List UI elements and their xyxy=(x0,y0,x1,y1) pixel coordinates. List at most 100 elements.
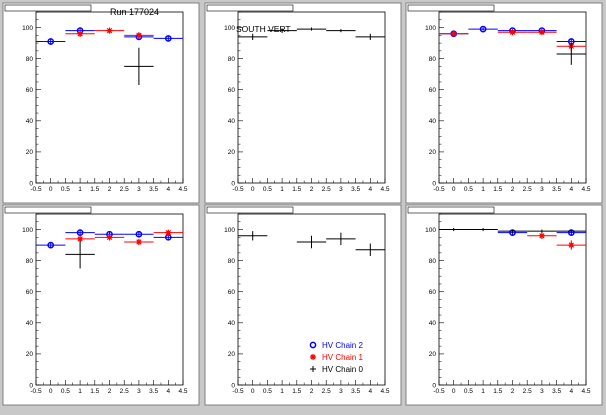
y-tick-label: 80 xyxy=(228,258,236,265)
x-tick-label: 1 xyxy=(280,186,284,193)
x-tick-label: 4 xyxy=(368,186,372,193)
data-point-marker xyxy=(538,29,545,36)
x-tick-label: 1 xyxy=(481,388,485,395)
x-tick-label: 1 xyxy=(78,186,82,193)
data-point-marker xyxy=(310,241,313,243)
x-tick-label: 0.5 xyxy=(263,186,272,193)
data-point-marker xyxy=(106,234,113,241)
x-tick-label: 3.5 xyxy=(351,388,360,395)
x-tick-label: 3 xyxy=(339,388,343,395)
x-tick-label: 2.5 xyxy=(322,186,331,193)
y-tick-label: 40 xyxy=(228,320,236,327)
data-point-marker xyxy=(340,30,342,32)
x-tick-label: 2 xyxy=(511,186,515,193)
x-tick-label: 2 xyxy=(310,186,314,193)
x-tick-label: 2.5 xyxy=(322,388,331,395)
pad-title-box xyxy=(4,4,92,12)
y-tick-label: 40 xyxy=(429,118,437,125)
data-point-marker xyxy=(479,25,487,33)
x-tick-label: 2 xyxy=(108,388,112,395)
data-point-marker xyxy=(165,229,172,236)
x-tick-label: 3 xyxy=(339,186,343,193)
legend-marker-star xyxy=(310,354,316,360)
y-tick-label: 100 xyxy=(224,25,235,32)
data-point-marker xyxy=(47,38,55,45)
y-tick-label: 80 xyxy=(429,56,437,63)
legend-label: HV Chain 0 xyxy=(322,365,363,374)
data-point-marker xyxy=(450,30,457,37)
data-point-marker xyxy=(164,35,172,42)
x-tick-label: 0 xyxy=(251,186,255,193)
y-tick-label: 100 xyxy=(425,227,436,234)
data-point-marker xyxy=(47,241,55,249)
x-tick-label: 2.5 xyxy=(120,186,129,193)
x-tick-label: 3 xyxy=(137,186,141,193)
x-tick-label: 4.5 xyxy=(581,186,590,193)
data-point-marker xyxy=(538,232,545,239)
x-tick-label: 0 xyxy=(452,186,456,193)
data-point-marker xyxy=(252,36,254,38)
pad-background xyxy=(204,204,402,406)
x-tick-label: -0.5 xyxy=(30,388,42,395)
y-tick-label: 0 xyxy=(231,180,235,187)
legend-label: HV Chain 1 xyxy=(322,353,363,362)
x-tick-label: 1.5 xyxy=(292,388,301,395)
data-point-marker xyxy=(77,235,84,242)
pad-background xyxy=(405,2,603,204)
data-point-marker xyxy=(568,242,575,249)
x-tick-label: 1.5 xyxy=(493,388,502,395)
data-point-marker xyxy=(252,235,254,237)
data-point-marker xyxy=(570,53,572,55)
data-point-marker xyxy=(135,230,143,238)
x-tick-label: 2.5 xyxy=(523,388,532,395)
y-tick-label: 100 xyxy=(22,227,33,234)
x-tick-label: 4 xyxy=(166,186,170,193)
y-tick-label: 20 xyxy=(26,351,34,358)
data-point-marker xyxy=(509,29,516,36)
y-tick-label: 0 xyxy=(29,382,33,389)
x-tick-label: 0 xyxy=(452,388,456,395)
x-tick-label: 3.5 xyxy=(552,186,561,193)
y-tick-label: 60 xyxy=(429,289,437,296)
x-tick-label: 4.5 xyxy=(581,388,590,395)
x-tick-label: 0.5 xyxy=(61,388,70,395)
y-tick-label: 100 xyxy=(224,227,235,234)
legend-label: HV Chain 2 xyxy=(322,341,363,350)
x-tick-label: 3.5 xyxy=(552,388,561,395)
x-tick-label: 4 xyxy=(166,388,170,395)
y-tick-label: 0 xyxy=(231,382,235,389)
data-point-marker xyxy=(310,28,313,30)
pad-background xyxy=(2,2,200,204)
x-tick-label: 4 xyxy=(569,388,573,395)
x-tick-label: 4.5 xyxy=(380,388,389,395)
data-point-marker xyxy=(106,27,113,34)
pad-title-box xyxy=(206,206,294,214)
data-point-marker xyxy=(135,238,142,245)
x-tick-label: 3.5 xyxy=(351,186,360,193)
data-point-marker xyxy=(340,238,342,240)
y-tick-label: 60 xyxy=(429,87,437,94)
x-tick-label: 1.5 xyxy=(292,186,301,193)
x-tick-label: -0.5 xyxy=(433,388,445,395)
data-point-marker xyxy=(511,230,514,232)
data-point-marker xyxy=(482,228,484,231)
y-tick-label: 40 xyxy=(429,320,437,327)
x-tick-label: 0.5 xyxy=(464,388,473,395)
data-point-marker xyxy=(281,30,283,32)
x-tick-label: 3 xyxy=(540,388,544,395)
x-tick-label: 2.5 xyxy=(523,186,532,193)
x-tick-label: 3.5 xyxy=(149,186,158,193)
pad-title-box xyxy=(407,4,495,12)
x-tick-label: 3 xyxy=(540,186,544,193)
y-tick-label: 20 xyxy=(228,149,236,156)
x-tick-label: 2 xyxy=(310,388,314,395)
data-point-marker xyxy=(79,253,81,256)
y-tick-label: 60 xyxy=(26,87,34,94)
